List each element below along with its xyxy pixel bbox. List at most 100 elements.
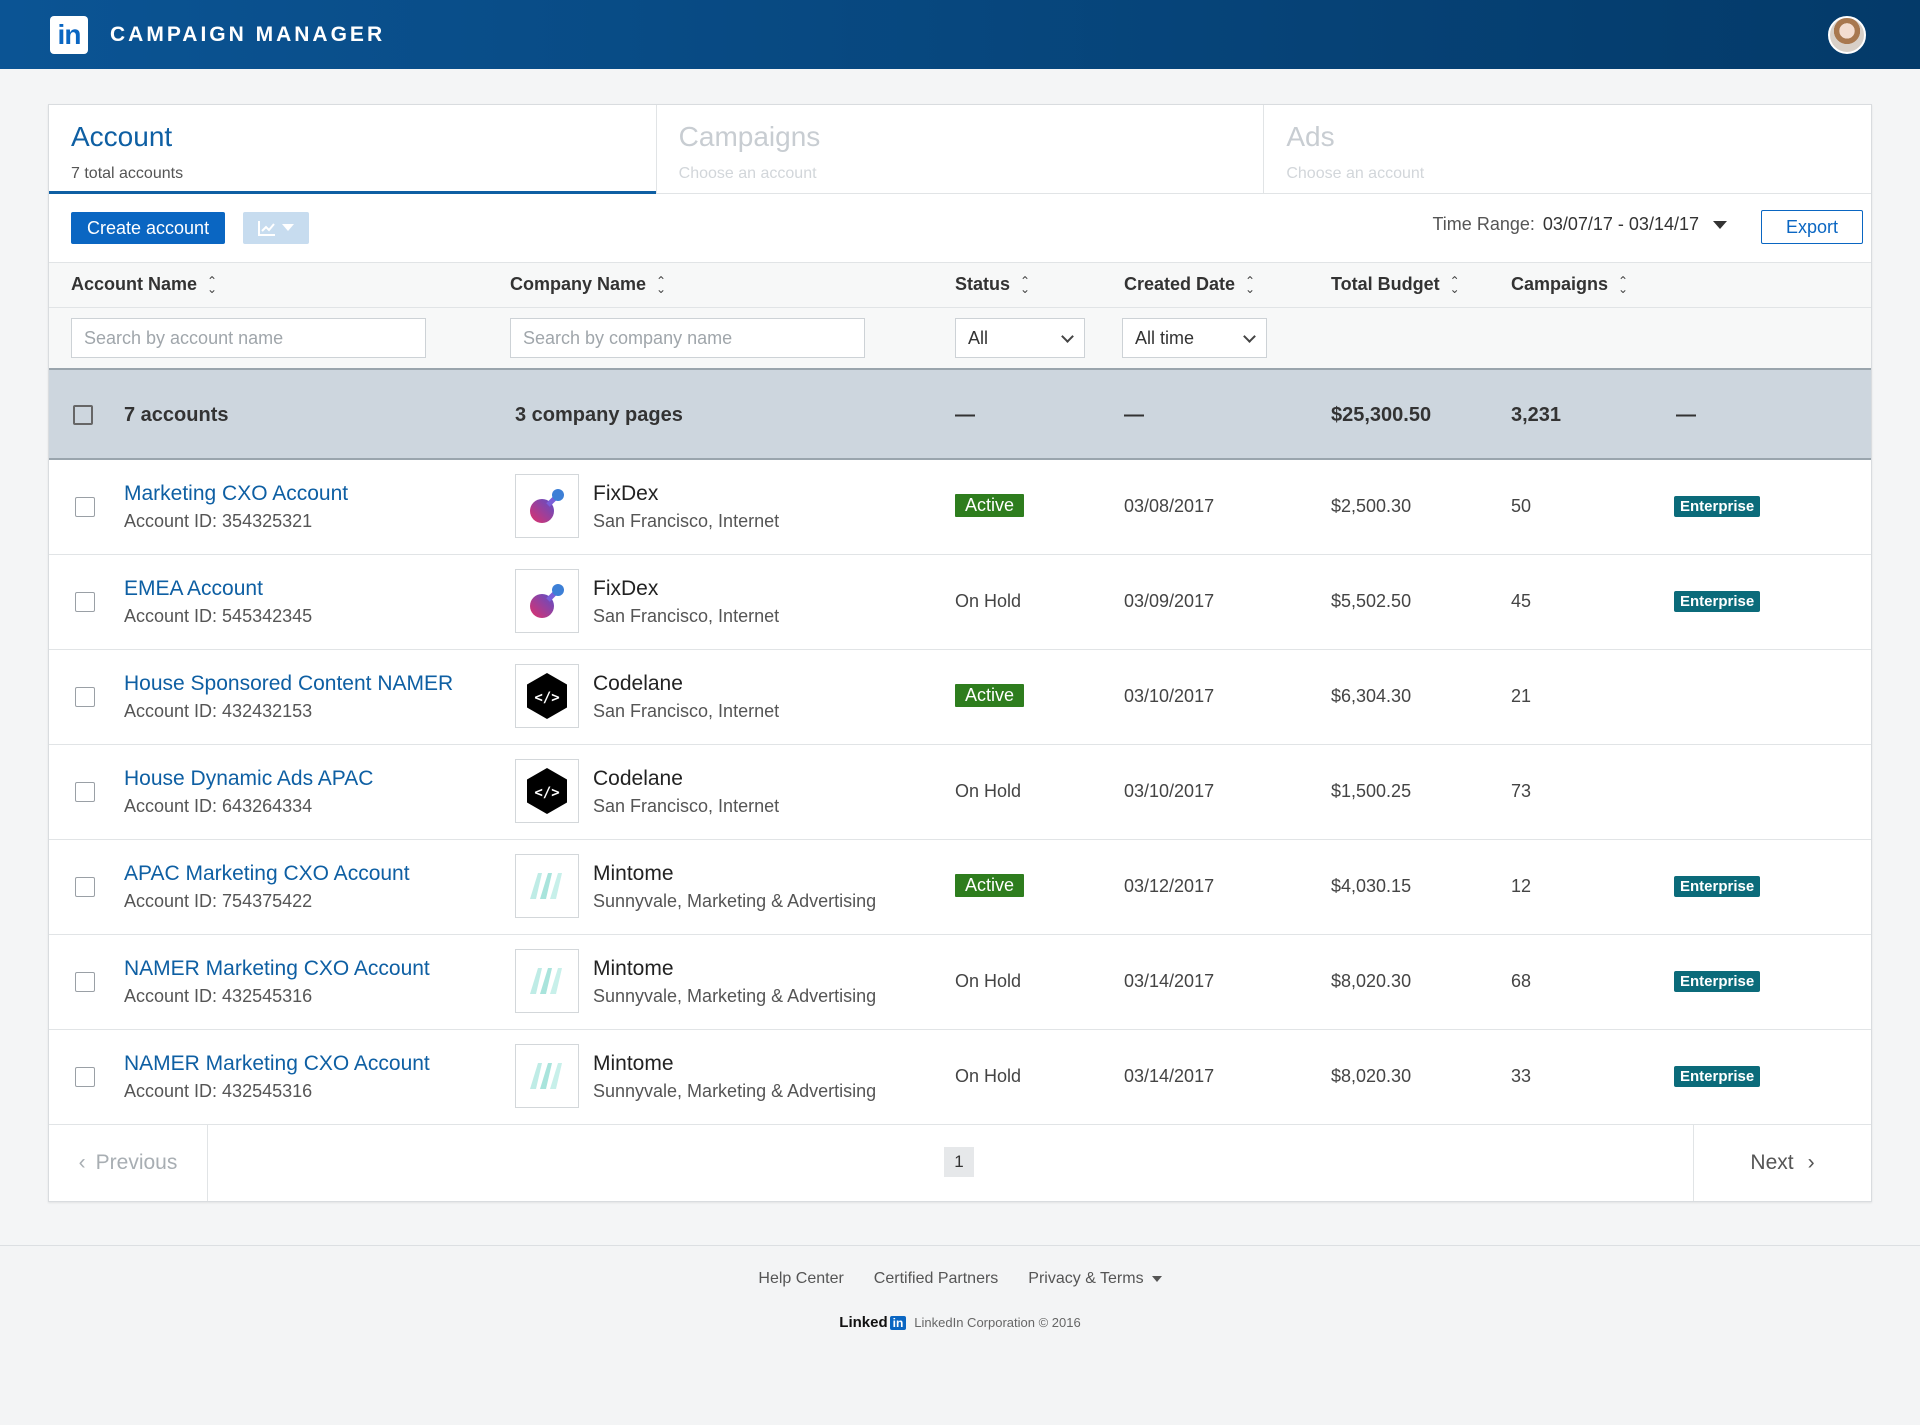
user-avatar[interactable] <box>1828 16 1866 54</box>
account-id: Account ID: 643264334 <box>124 796 313 816</box>
status-text: On Hold <box>955 781 1022 801</box>
account-name-link[interactable]: House Dynamic Ads APAC <box>124 767 374 790</box>
company-logo <box>515 854 579 918</box>
svg-text:</>: </> <box>534 785 559 801</box>
company-location: Sunnyvale, Marketing & Advertising <box>593 891 877 911</box>
sort-total-budget[interactable]: Total Budget ⌃ ⌄ <box>1331 274 1460 295</box>
account-name-link[interactable]: EMEA Account <box>124 577 263 600</box>
table-body: Marketing CXO Account Account ID: 3543253… <box>49 460 1871 1125</box>
row-checkbox[interactable] <box>75 972 95 992</box>
previous-label: Previous <box>95 1151 178 1174</box>
total-budget: $5,502.50 <box>1331 591 1412 611</box>
linkedin-logo[interactable]: in <box>50 15 88 54</box>
total-budget: $8,020.30 <box>1331 1066 1412 1086</box>
tab-campaigns[interactable]: Campaigns Choose an account <box>657 105 1265 193</box>
company-logo <box>515 949 579 1013</box>
pagination: ‹ Previous 1 Next › <box>49 1125 1871 1201</box>
total-budget: $1,500.25 <box>1331 781 1412 801</box>
table-row: Marketing CXO Account Account ID: 3543253… <box>49 460 1871 555</box>
date-filter-select[interactable]: All time <box>1122 318 1267 358</box>
company-name: Codelane <box>593 672 683 695</box>
status-badge: Active <box>955 874 1025 897</box>
campaign-count: 33 <box>1511 1066 1532 1086</box>
company-logo: </> <box>515 759 579 823</box>
brand-in: in <box>889 1315 907 1330</box>
row-checkbox[interactable] <box>75 687 95 707</box>
time-range-picker[interactable]: Time Range: 03/07/17 - 03/14/17 <box>1432 214 1727 235</box>
company-search-input[interactable] <box>510 318 865 358</box>
fixdex-logo-icon <box>530 584 564 618</box>
sort-created-date[interactable]: Created Date ⌃ ⌄ <box>1124 274 1255 295</box>
row-checkbox[interactable] <box>75 782 95 802</box>
sort-icon: ⌃ ⌄ <box>207 273 218 296</box>
privacy-terms-menu[interactable]: Privacy & Terms <box>1028 1270 1162 1288</box>
company-name: Codelane <box>593 767 683 790</box>
tab-ads[interactable]: Ads Choose an account <box>1264 105 1871 193</box>
created-date: 03/08/2017 <box>1124 496 1215 516</box>
time-range-label: Time Range: <box>1432 214 1535 234</box>
total-budget: $4,030.15 <box>1331 876 1412 896</box>
sort-icon: ⌃ ⌄ <box>1449 273 1460 296</box>
summary-tier: — <box>1676 404 1696 426</box>
enterprise-badge: Enterprise <box>1674 591 1761 612</box>
help-center-link[interactable]: Help Center <box>758 1270 844 1287</box>
caret-down-icon <box>1151 1275 1162 1282</box>
enterprise-badge: Enterprise <box>1674 496 1761 517</box>
column-header-label: Account Name <box>71 274 198 294</box>
copyright-text: LinkedIn Corporation © 2016 <box>914 1315 1081 1330</box>
created-date: 03/10/2017 <box>1124 686 1215 706</box>
row-checkbox[interactable] <box>75 1067 95 1087</box>
sort-icon: ⌃ ⌄ <box>1020 273 1031 296</box>
status-text: On Hold <box>955 1066 1022 1086</box>
account-name-link[interactable]: APAC Marketing CXO Account <box>124 862 410 885</box>
account-search-input[interactable] <box>71 318 426 358</box>
company-logo: </> <box>515 664 579 728</box>
summary-row: 7 accounts 3 company pages — — $25,300.5… <box>49 370 1871 460</box>
row-checkbox[interactable] <box>75 592 95 612</box>
previous-page-button[interactable]: ‹ Previous <box>49 1125 208 1201</box>
chevron-right-icon: › <box>1807 1151 1815 1174</box>
next-page-button[interactable]: Next › <box>1693 1125 1871 1201</box>
sort-campaigns[interactable]: Campaigns ⌃ ⌄ <box>1511 274 1628 295</box>
summary-date: — <box>1124 404 1144 426</box>
column-header-label: Company Name <box>510 274 647 294</box>
footer-copyright: Linked in LinkedIn Corporation © 2016 <box>0 1314 1920 1331</box>
summary-campaigns: 3,231 <box>1511 404 1562 426</box>
account-name-link[interactable]: NAMER Marketing CXO Account <box>124 957 430 980</box>
tab-account[interactable]: Account 7 total accounts <box>49 105 657 194</box>
fixdex-logo-icon <box>530 489 564 523</box>
account-name-link[interactable]: NAMER Marketing CXO Account <box>124 1052 430 1075</box>
enterprise-badge: Enterprise <box>1674 876 1761 897</box>
column-header-label: Created Date <box>1124 274 1236 294</box>
campaign-count: 50 <box>1511 496 1532 516</box>
tab-title: Ads <box>1286 121 1335 152</box>
column-header-label: Total Budget <box>1331 274 1440 294</box>
account-name-link[interactable]: Marketing CXO Account <box>124 482 349 505</box>
page-number[interactable]: 1 <box>944 1147 974 1177</box>
export-button[interactable]: Export <box>1761 210 1863 244</box>
account-name-link[interactable]: House Sponsored Content NAMER <box>124 672 454 695</box>
summary-accounts: 7 accounts <box>124 404 229 426</box>
tab-bar: Account 7 total accounts Campaigns Choos… <box>49 105 1871 194</box>
top-nav-bar: in CAMPAIGN MANAGER <box>0 0 1920 69</box>
row-checkbox[interactable] <box>75 877 95 897</box>
status-filter-select[interactable]: All <box>955 318 1085 358</box>
row-checkbox[interactable] <box>75 497 95 517</box>
certified-partners-link[interactable]: Certified Partners <box>873 1270 999 1287</box>
company-logo <box>515 474 579 538</box>
select-all-checkbox[interactable] <box>73 405 93 425</box>
chart-menu-button[interactable] <box>243 212 309 244</box>
sort-account-name[interactable]: Account Name ⌃ ⌄ <box>71 274 217 295</box>
mintome-logo-icon <box>530 873 562 899</box>
table-row: NAMER Marketing CXO Account Account ID: 4… <box>49 1030 1871 1125</box>
company-logo <box>515 1044 579 1108</box>
caret-down-icon <box>1713 220 1727 229</box>
brand-word: Linked <box>839 1314 888 1331</box>
time-range-value: 03/07/17 - 03/14/17 <box>1542 214 1699 234</box>
next-label: Next <box>1750 1151 1794 1174</box>
status-text: On Hold <box>955 971 1022 991</box>
create-account-button[interactable]: Create account <box>71 212 226 244</box>
sort-company-name[interactable]: Company Name ⌃ ⌄ <box>510 274 666 295</box>
sort-status[interactable]: Status ⌃ ⌄ <box>955 274 1030 295</box>
total-budget: $8,020.30 <box>1331 971 1412 991</box>
